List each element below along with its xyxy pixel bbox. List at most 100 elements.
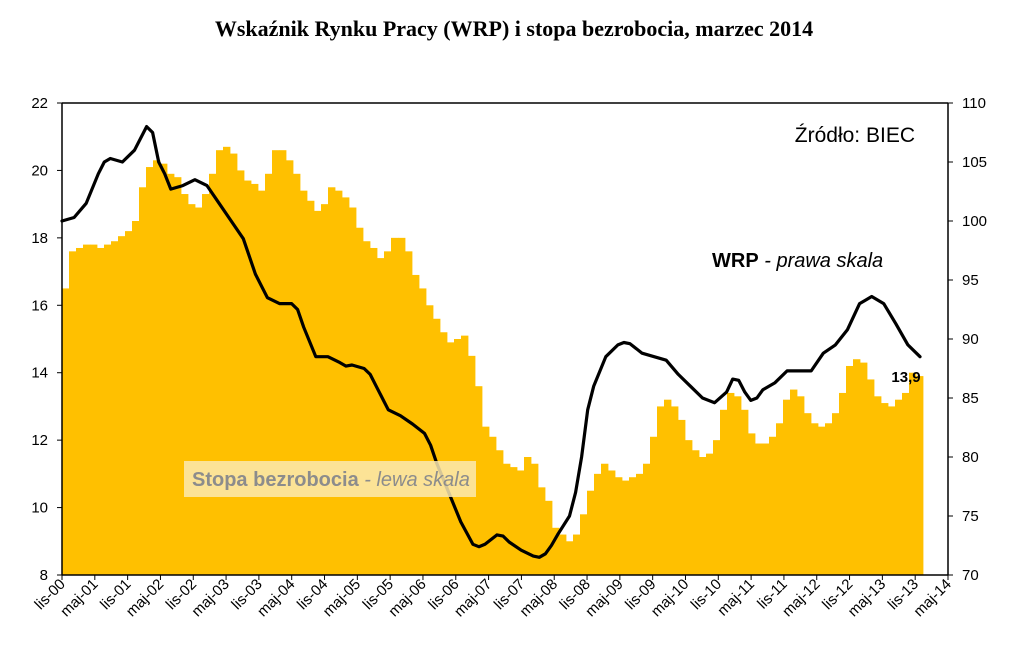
unemployment-bar	[888, 406, 896, 575]
unemployment-bar	[678, 419, 686, 575]
unemployment-bar	[328, 187, 336, 576]
unemployment-bar	[321, 204, 329, 575]
unemployment-bar	[713, 440, 721, 575]
wrp-series-scale: - prawa skala	[759, 250, 884, 272]
unemployment-bar	[636, 473, 644, 575]
unemployment-bar	[671, 406, 679, 575]
x-tick-label: maj-04	[254, 576, 298, 620]
unemployment-bar	[601, 463, 609, 575]
unemployment-bar	[867, 379, 875, 575]
unemployment-bar	[342, 197, 350, 575]
unemployment-bar	[391, 237, 399, 575]
unemployment-bar	[475, 386, 483, 575]
unemployment-bar	[286, 160, 294, 576]
unemployment-bar	[895, 399, 903, 575]
unemployment-bar	[237, 170, 245, 575]
unemployment-bar	[839, 392, 847, 575]
unemployment-bar	[293, 173, 301, 576]
x-tick-label: maj-14	[910, 576, 954, 620]
x-tick-label: maj-10	[648, 576, 692, 620]
unemployment-bar	[209, 173, 217, 576]
unemployment-bar	[496, 450, 504, 575]
left-tick-label: 22	[31, 95, 48, 112]
unemployment-bar	[139, 187, 147, 576]
unemployment-bar	[531, 463, 539, 575]
unemployment-bar	[230, 153, 238, 576]
unemployment-bar	[762, 443, 770, 575]
unemployment-bar	[664, 399, 672, 575]
right-tick-label: 95	[962, 272, 979, 289]
unemployment-bar	[706, 453, 714, 575]
x-tick-label: maj-11	[714, 576, 758, 620]
unemployment-bar	[545, 500, 553, 575]
unemployment-bar	[804, 413, 812, 575]
unemployment-bar	[265, 173, 273, 576]
unemployment-bar	[363, 241, 371, 575]
right-tick-label: 100	[962, 213, 987, 230]
unemployment-bar	[272, 150, 280, 575]
unemployment-bar	[608, 470, 616, 575]
unemployment-bar	[524, 457, 532, 575]
unemployment-bar	[699, 457, 707, 575]
unemployment-bar	[223, 146, 231, 576]
unemployment-bar	[195, 207, 203, 575]
unemployment-bar	[769, 436, 777, 575]
unemployment-bar	[853, 359, 861, 575]
unemployment-bar	[811, 423, 819, 575]
unemployment-bar	[517, 470, 525, 575]
unemployment-bar	[594, 473, 602, 575]
axes	[57, 102, 953, 580]
last-value-label: 13,9	[891, 369, 920, 386]
unemployment-bar	[643, 463, 651, 575]
unemployment-series-scale: - lewa skala	[359, 469, 470, 491]
unemployment-bars	[62, 146, 924, 576]
unemployment-bar	[825, 423, 833, 575]
unemployment-bar	[216, 150, 224, 575]
chart-title: Wskaźnik Rynku Pracy (WRP) i stopa bezro…	[214, 16, 814, 41]
unemployment-label-box	[184, 461, 476, 497]
unemployment-bar	[874, 396, 882, 575]
unemployment-bar	[881, 403, 889, 575]
unemployment-series-label: Stopa bezrobocia - lewa skala	[192, 469, 470, 491]
unemployment-bar	[370, 247, 378, 575]
unemployment-bar	[461, 335, 469, 575]
x-tick-label: maj-06	[385, 576, 429, 620]
unemployment-bar	[748, 433, 756, 575]
unemployment-bar	[797, 396, 805, 575]
unemployment-bar	[454, 339, 462, 575]
x-tick-label: maj-02	[123, 576, 167, 620]
unemployment-bar	[720, 409, 728, 575]
unemployment-bar	[573, 534, 581, 575]
unemployment-bar	[559, 534, 567, 575]
source-label: Źródło: BIEC	[795, 124, 915, 147]
unemployment-bar	[650, 436, 658, 575]
unemployment-bar	[335, 190, 343, 575]
unemployment-bar	[482, 426, 490, 575]
unemployment-bar	[125, 231, 133, 575]
left-tick-label: 10	[31, 500, 48, 517]
unemployment-bar	[349, 207, 357, 575]
unemployment-bar	[615, 477, 623, 575]
unemployment-bar	[377, 258, 385, 575]
unemployment-bar	[503, 463, 511, 575]
right-tick-label: 105	[962, 154, 987, 171]
unemployment-bar	[146, 167, 154, 576]
unemployment-bar	[188, 204, 196, 575]
unemployment-bar	[916, 376, 924, 575]
x-tick-label: maj-01	[57, 576, 101, 620]
x-tick-label: maj-09	[582, 576, 626, 620]
unemployment-bar	[76, 247, 84, 575]
x-tick-label: maj-13	[845, 576, 889, 620]
left-tick-label: 16	[31, 297, 48, 314]
unemployment-bar	[62, 288, 70, 575]
unemployment-bar	[440, 332, 448, 575]
x-tick-label: maj-05	[320, 576, 364, 620]
unemployment-bar	[776, 423, 784, 575]
wrp-line-group	[60, 125, 922, 559]
wrp-line	[60, 125, 922, 559]
wrp-series-label: WRP - prawa skala	[712, 250, 883, 272]
unemployment-bar	[755, 443, 763, 575]
unemployment-bar	[258, 190, 266, 575]
unemployment-bar	[153, 160, 161, 576]
